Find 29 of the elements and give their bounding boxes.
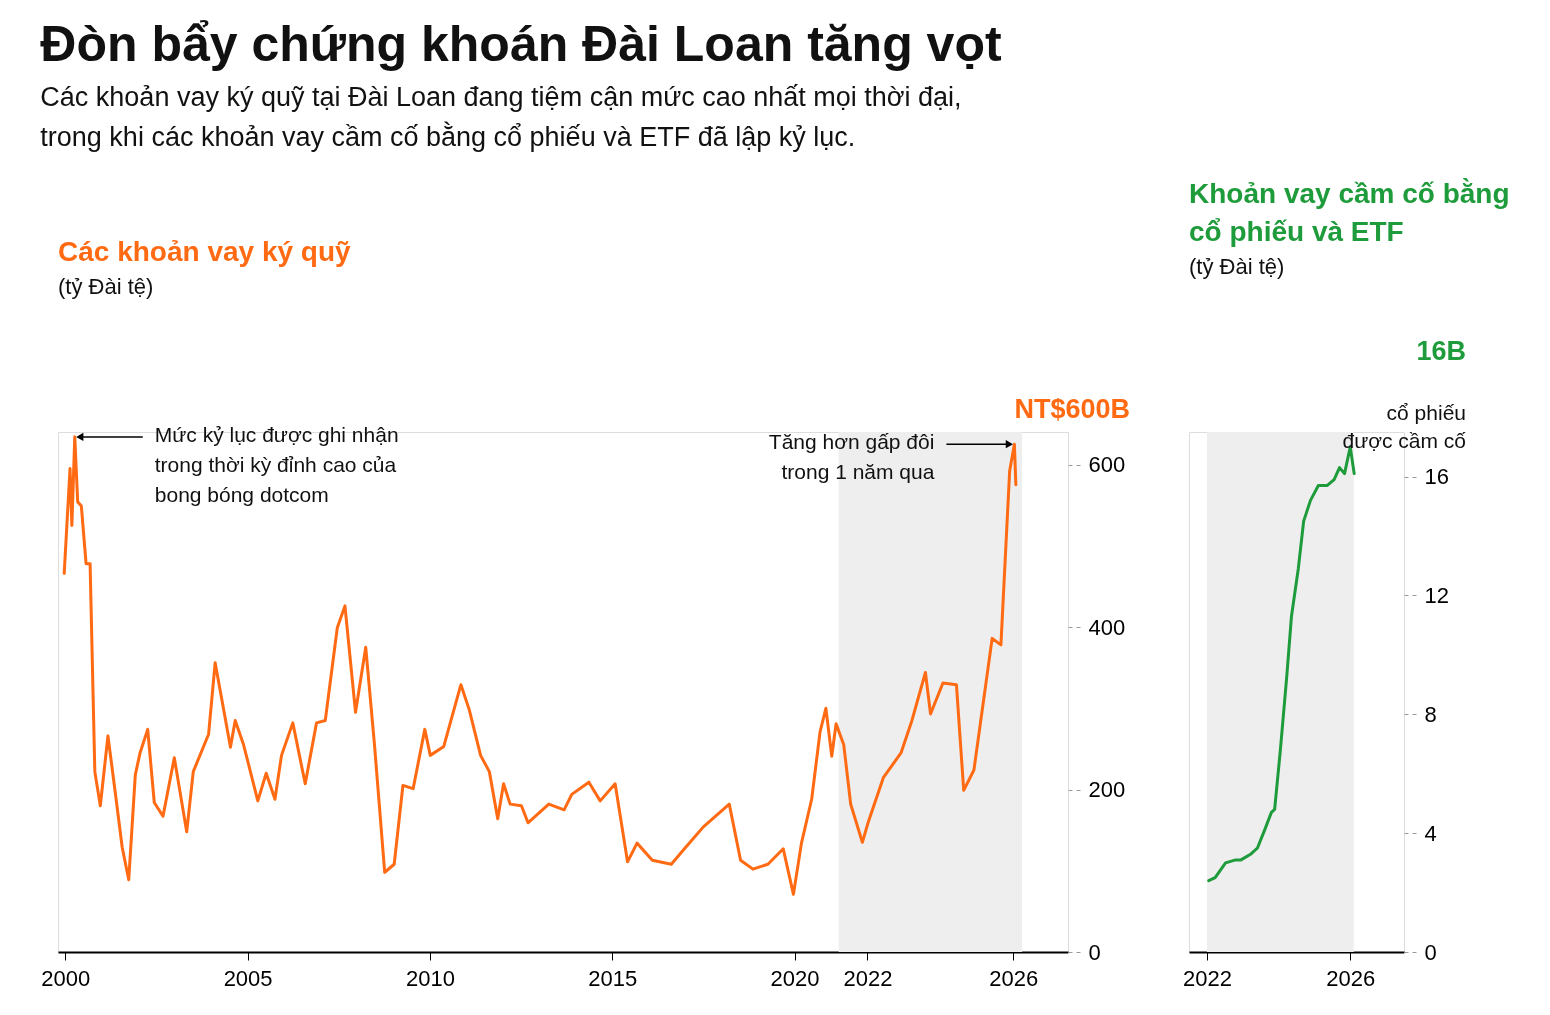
x-tick-label: 2026 [1326,965,1376,991]
x-tick-label: 2015 [588,965,638,991]
text: 16B [1416,336,1466,366]
y-tick-label: 0 [1424,939,1437,965]
annotation: Tăng hơn gấp đôi trong 1 năm qua [768,430,935,484]
y-tick-label: 8 [1424,701,1437,727]
y-axis-title: (tỷ Đài tệ) [58,274,154,299]
x-tick-label: 2010 [405,965,455,991]
y-tick-label: 16 [1424,464,1449,490]
chart-subtitle: Các khoản vay ký quỹ tại Đài Loan đang tiệm cận mức cao nhất mọi thời đại, trong khi các khoản vay cầm cố bằng cổ phiếu và ETF đã lập kỷ lục. [40,81,962,152]
text: NT$600B [1014,394,1130,424]
y-axis-title: (tỷ Đài tệ) [1189,254,1285,279]
text: Khoản vay cầm cố bằng cổ phiếu và ETF [1189,178,1510,247]
x-tick-label: 2000 [41,965,91,991]
x-tick-label: 2022 [843,965,893,991]
y-tick-label: 0 [1088,939,1101,965]
text: Các khoản vay ký quỹ [58,236,352,267]
x-tick-label: 2022 [1182,965,1232,991]
x-tick-label: 2026 [989,965,1039,991]
x-tick-label: 2020 [770,965,820,991]
y-tick-label: 200 [1088,777,1126,802]
y-tick-label: 400 [1088,614,1126,640]
y-tick-label: 600 [1088,452,1126,477]
x-tick-label: 2005 [223,965,273,991]
annotation: Mức kỷ lục được ghi nhận trong thời kỳ đỉnh cao của bong bóng dotcom [154,422,399,506]
y-tick-label: 4 [1424,820,1437,846]
annotation: cổ phiếu được cầm cố [1342,401,1467,452]
y-tick-label: 12 [1424,582,1449,608]
chart-title: Đòn bẩy chứng khoán Đài Loan tăng vọt [40,15,1002,72]
